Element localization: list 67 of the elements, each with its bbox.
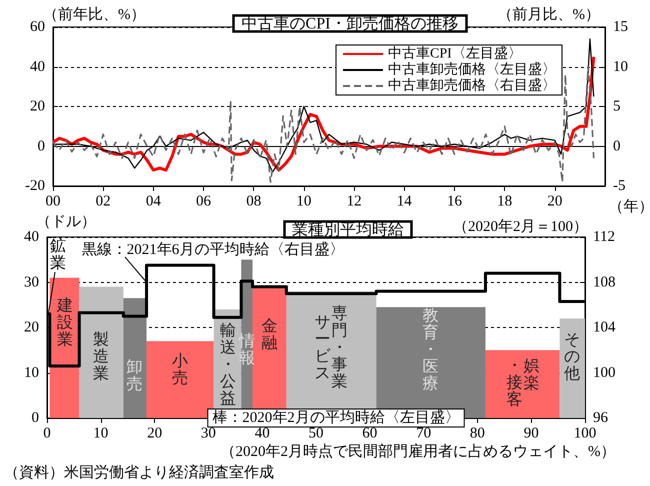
x-tick-label: 12 [346,194,362,210]
x-tick-label: 08 [246,194,262,210]
annotation: 建設業 [56,296,73,348]
x-tick-label: 00 [46,194,60,210]
annotation: その他 [564,332,580,382]
x-tick-label: 70 [416,426,432,442]
y2-tick-label: 108 [593,274,616,290]
y2-tick-label: 0 [613,138,620,154]
annotation: 金融 [262,318,278,352]
legend-label: 中古車卸売価格〈右目盛〉 [388,78,556,94]
x-axis-title: （2020年2月時点で民間部門雇用者に占めるウェイト、%） [220,443,616,460]
annotation: 鉱業 [50,237,66,272]
text: （資料）米国労働省より経済調査室作成 [4,464,274,481]
legend-label: 中古車卸売価格〈左目盛〉 [388,62,556,78]
annotation: 卸売 [126,359,143,393]
y-tick-label: 20 [30,98,45,114]
y-tick-label: 40 [24,229,39,245]
y2-tick-label: 100 [593,364,616,381]
x-tick-label: 14 [396,194,412,210]
annotation: 娯楽 [524,358,540,392]
x-tick-label: 90 [524,426,539,442]
x-axis-title: （年） [608,198,650,215]
chart-title: 中古車のCPI・卸売価格の推移 [242,14,458,32]
y-tick-label: 60 [30,19,45,35]
y-tick-label: 20 [24,320,39,336]
y2-axis-title: （2020年2月＝100） [453,218,588,235]
x-tick-label: 16 [446,194,462,210]
y-tick-label: 40 [30,58,45,75]
y2-tick-label: 5 [613,98,620,114]
annotation: 棒：2020年2月の平均時給〈左目盛〉 [212,409,460,426]
x-tick-label: 06 [196,194,212,210]
annotation: サービス [314,314,332,382]
x-tick-label: 10 [296,194,312,210]
x-tick-label: 80 [470,426,485,442]
y2-axis-title: （前月比、%） [498,6,600,23]
x-tick-label: 50 [308,426,324,442]
y-tick-label: -20 [25,178,45,194]
x-tick-label: 60 [362,426,378,442]
y-tick-label: 0 [32,410,39,426]
y-tick-label: 0 [38,138,45,154]
y-tick-label: 10 [24,364,39,381]
annotation: ・接客 [506,358,523,408]
x-tick-label: 40 [254,426,270,442]
y2-tick-label: 15 [613,19,628,35]
y-axis-title: （前年比、%） [43,6,146,23]
annotation: 黒線：2021年6月の平均時給〈右目盛〉 [82,241,344,258]
annotation: 教育・医療 [422,308,439,392]
x-tick-label: 04 [146,194,162,210]
annotation: 輸送・公益 [220,322,236,408]
x-tick-label: 20 [547,194,562,210]
annotation: 小売 [172,352,188,387]
legend-label: 中古車CPI〈左目盛〉 [388,46,522,62]
annotation: 製造業 [92,330,109,382]
y2-tick-label: 104 [593,320,616,336]
y2-tick-label: 10 [613,58,628,75]
x-tick-label: 30 [200,426,216,442]
x-tick-label: 18 [497,194,512,210]
x-tick-label: 100 [574,426,596,442]
x-tick-label: 02 [96,194,111,210]
y2-tick-label: 96 [593,410,608,426]
x-tick-label: 10 [93,426,108,442]
y-tick-label: 30 [24,274,39,290]
annotation: 専門・事業 [332,304,348,390]
y2-tick-label: -5 [613,178,626,194]
y2-tick-label: 112 [593,229,615,245]
y-axis-title: （ドル） [36,214,96,230]
x-tick-label: 20 [147,426,162,442]
